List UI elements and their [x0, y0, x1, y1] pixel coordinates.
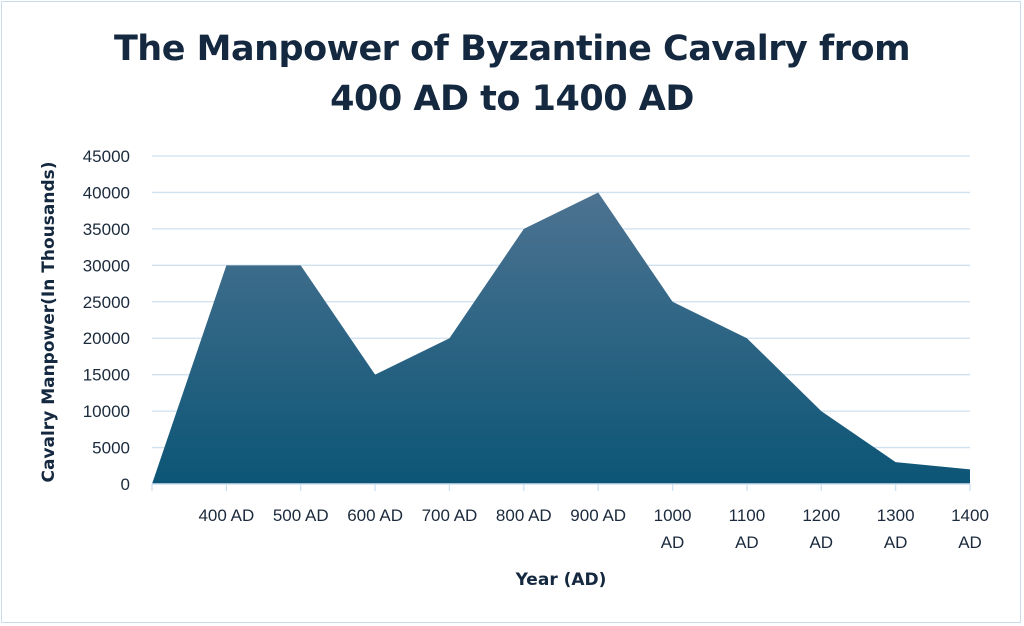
y-tick-label: 20000	[83, 329, 130, 348]
area-series	[152, 192, 970, 484]
x-tick-label: 1100 AD	[729, 506, 766, 552]
y-tick-label: 10000	[83, 402, 130, 421]
y-tick-label: 40000	[83, 183, 130, 202]
x-tick-label: 1200 AD	[802, 506, 840, 552]
y-tick-label: 45000	[83, 147, 130, 166]
x-tick-label: 900 AD	[570, 506, 626, 525]
y-tick-label: 25000	[83, 293, 130, 312]
x-tick-label: 1400 AD	[951, 506, 989, 552]
x-tick-label: 800 AD	[496, 506, 552, 525]
x-tick-label: 400 AD	[198, 506, 254, 525]
y-tick-label: 30000	[83, 256, 130, 275]
chart-title: The Manpower of Byzantine Cavalry from 4…	[113, 29, 911, 119]
y-axis-title: Cavalry Manpower(In Thousands)	[39, 161, 59, 482]
x-axis-title: Year (AD)	[515, 570, 607, 590]
x-tick-label: 600 AD	[347, 506, 403, 525]
x-tick-label: 1000 AD	[654, 506, 692, 552]
y-tick-label: 35000	[83, 220, 130, 239]
x-tick-label: 500 AD	[273, 506, 329, 525]
x-tick-label: 1300 AD	[877, 506, 915, 552]
y-tick-label: 5000	[92, 439, 130, 458]
y-tick-label: 15000	[83, 366, 130, 385]
y-tick-label: 0	[121, 475, 130, 494]
x-tick-label: 700 AD	[422, 506, 478, 525]
